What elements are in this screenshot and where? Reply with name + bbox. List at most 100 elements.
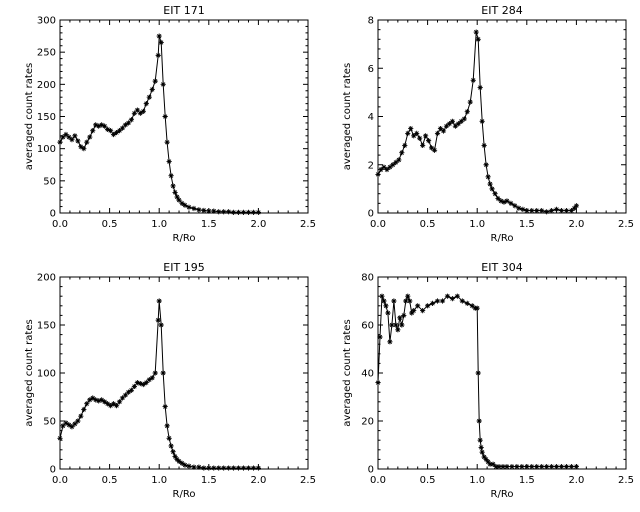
y-tick-label: 200 [37,273,56,284]
data-point [81,146,87,152]
x-tick-label: 0.5 [420,475,436,486]
data-point [134,107,140,113]
data-point [431,147,438,153]
data-point [66,134,72,140]
data-point [182,202,188,208]
data-point [475,370,481,376]
x-tick-label: 0.5 [102,475,118,486]
x-tick-label: 1.0 [151,475,167,486]
data-point [164,423,170,429]
data-point [423,133,429,139]
data-point [107,403,114,409]
data-point [69,137,75,143]
data-point [99,397,105,403]
data-point [420,308,426,314]
data-point [176,197,182,203]
data-point [99,122,105,128]
x-tick-label: 2.5 [300,475,316,486]
chart-panel-1: EIT 284 0.0 0.5 1.0 1.5 2.0 2.5 0 2 4 6 8 R/Ro averag… [342,4,634,244]
data-point [387,164,393,170]
series-line [59,35,259,213]
data-point [172,453,178,460]
data-point [174,194,180,200]
x-tick-label: 0.5 [102,219,118,230]
y-axis-label: averaged count rates [342,63,353,170]
data-point [481,454,487,460]
data-point [439,298,446,304]
y-tick-label: 150 [37,112,56,123]
x-tick-label: 1.5 [519,475,535,486]
data-point [170,449,176,455]
x-axis-label: R/Ro [491,233,514,244]
data-point [568,464,575,470]
y-tick-label: 100 [37,144,56,155]
data-point [485,174,491,180]
data-point [110,131,117,138]
y-tick-label: 60 [361,321,374,332]
data-point [393,322,399,328]
data-point [179,200,185,206]
data-point [539,207,545,214]
x-tick-label: 1.0 [151,219,167,230]
series-line [59,300,259,469]
data-point [516,205,522,211]
data-point [544,209,550,215]
x-tick-label: 0.0 [52,475,68,486]
chart-panel-3: EIT 304 0.0 0.5 1.0 1.5 2.0 2.5 0 20 40 60 80 R/Ro av… [342,261,634,500]
data-point [464,109,470,115]
data-point [444,293,451,299]
data-point [504,464,510,470]
data-point [485,459,491,465]
data-point [393,159,399,165]
data-point [216,465,222,471]
y-axis-label: averaged count rates [24,63,35,170]
chart-title: EIT 195 [163,261,204,274]
data-point [152,78,158,84]
data-point [93,397,99,403]
data-point [87,134,93,140]
data-point [420,142,426,149]
data-point [473,29,479,35]
y-tick-label: 100 [37,369,56,380]
data-point [411,308,417,314]
x-tick-label: 0.0 [370,219,386,230]
data-point [403,298,409,304]
data-point [558,464,565,470]
y-tick-label: 4 [368,112,374,123]
data-point [128,117,135,123]
x-tick-label: 1.0 [469,219,485,230]
data-point [405,293,411,299]
data-point [395,327,401,333]
data-point [429,300,436,306]
x-tick-label: 1.5 [519,219,535,230]
data-point [137,380,143,387]
data-point [495,195,501,202]
y-tick-label: 80 [361,273,374,284]
data-point [93,122,99,128]
data-point [102,123,108,129]
data-point [102,399,108,405]
data-point [146,377,152,383]
data-point [434,130,441,136]
x-tick-label: 2.5 [618,475,634,486]
data-point [231,465,237,471]
data-point [391,298,397,304]
data-point [143,380,149,386]
data-point [387,339,393,345]
data-point [134,380,140,386]
y-tick-label: 40 [361,369,374,380]
data-point [390,162,396,168]
plot-frame [59,276,309,470]
data-point [479,449,485,455]
data-point [539,464,545,470]
data-point [534,207,540,214]
data-point [119,395,126,401]
data-point [69,424,75,430]
plot-frame [377,19,627,214]
data-point [57,435,63,441]
data-point [170,183,176,189]
data-point [405,130,411,136]
data-point [63,131,69,138]
data-point [464,300,470,306]
data-point [196,207,202,213]
